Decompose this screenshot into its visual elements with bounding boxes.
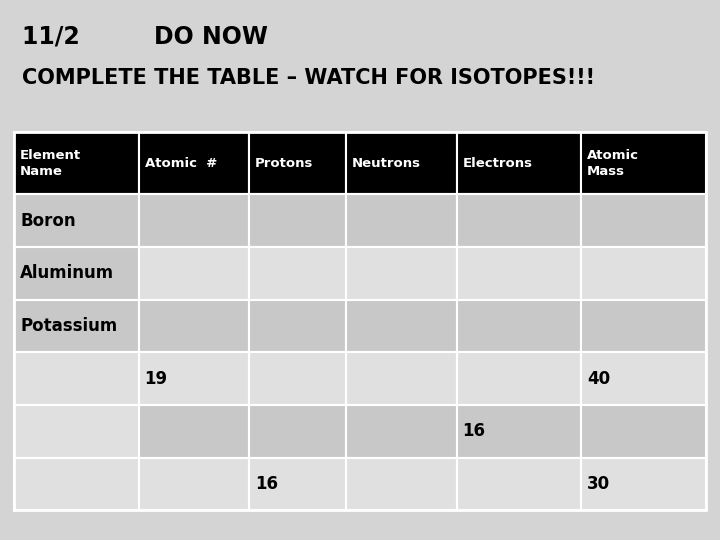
Text: Atomic  #: Atomic # <box>145 157 217 170</box>
Bar <box>581 457 706 510</box>
Text: Potassium: Potassium <box>20 317 117 335</box>
Text: Electrons: Electrons <box>462 157 533 170</box>
Text: Protons: Protons <box>255 157 313 170</box>
Bar <box>581 132 706 194</box>
Text: 19: 19 <box>145 370 168 388</box>
Bar <box>139 405 249 457</box>
Bar <box>139 132 249 194</box>
Bar <box>346 194 456 247</box>
Text: Element
Name: Element Name <box>20 149 81 178</box>
Bar <box>14 194 139 247</box>
Bar <box>139 194 249 247</box>
Text: 11/2         DO NOW: 11/2 DO NOW <box>22 24 267 48</box>
Bar <box>456 132 581 194</box>
Bar <box>346 352 456 405</box>
Bar <box>249 300 346 352</box>
Bar <box>581 194 706 247</box>
Bar <box>14 405 139 457</box>
Bar <box>456 247 581 300</box>
Bar <box>581 300 706 352</box>
Bar <box>456 457 581 510</box>
Bar <box>581 405 706 457</box>
Bar <box>346 405 456 457</box>
Bar <box>139 457 249 510</box>
Bar <box>14 352 139 405</box>
Bar <box>346 457 456 510</box>
Bar <box>14 132 139 194</box>
Bar <box>346 132 456 194</box>
Text: 16: 16 <box>255 475 278 493</box>
Text: 30: 30 <box>587 475 610 493</box>
Bar <box>249 194 346 247</box>
Text: Aluminum: Aluminum <box>20 265 114 282</box>
Bar <box>139 247 249 300</box>
Text: 40: 40 <box>587 370 610 388</box>
Text: Atomic
Mass: Atomic Mass <box>587 149 639 178</box>
Text: Neutrons: Neutrons <box>352 157 421 170</box>
Bar <box>249 247 346 300</box>
Bar <box>249 352 346 405</box>
Bar <box>456 300 581 352</box>
Bar <box>456 352 581 405</box>
Bar <box>14 247 139 300</box>
Bar <box>249 457 346 510</box>
Bar <box>581 247 706 300</box>
Bar <box>14 457 139 510</box>
Text: 16: 16 <box>462 422 485 440</box>
Bar <box>456 405 581 457</box>
Bar <box>139 352 249 405</box>
Bar <box>346 300 456 352</box>
Text: Boron: Boron <box>20 212 76 230</box>
Bar <box>249 132 346 194</box>
Bar <box>456 194 581 247</box>
Text: COMPLETE THE TABLE – WATCH FOR ISOTOPES!!!: COMPLETE THE TABLE – WATCH FOR ISOTOPES!… <box>22 68 595 87</box>
Bar <box>139 300 249 352</box>
Bar <box>249 405 346 457</box>
Bar <box>581 352 706 405</box>
Bar <box>14 300 139 352</box>
Bar <box>14 132 706 510</box>
Bar <box>346 247 456 300</box>
